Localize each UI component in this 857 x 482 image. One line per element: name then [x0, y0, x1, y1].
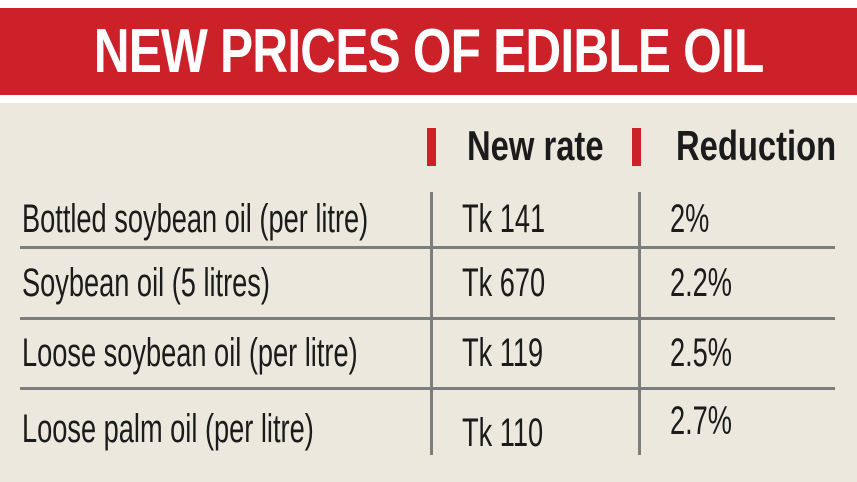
- row-item-label: Soybean oil (5 litres): [22, 260, 270, 305]
- row-item-cell: Bottled soybean oil (per litre): [22, 192, 531, 246]
- row-separator: [20, 387, 835, 390]
- row-separator: [20, 246, 835, 249]
- red-tick-icon: [632, 128, 641, 166]
- row-new-rate-cell: Tk 141: [462, 192, 584, 246]
- row-item-cell: Loose soybean oil (per litre): [22, 326, 516, 380]
- table-background: [0, 103, 857, 482]
- row-reduction-cell: 2.2%: [670, 256, 761, 310]
- table-row: Loose palm oil (per litre) Tk 110 2.7%: [0, 398, 857, 455]
- row-separator: [20, 317, 835, 320]
- red-tick-icon: [427, 128, 436, 166]
- row-new-rate-cell: Tk 119: [462, 326, 581, 380]
- row-new-rate-value: Tk 670: [462, 260, 546, 305]
- column-divider: [638, 192, 641, 455]
- row-item-cell: Soybean oil (5 litres): [22, 256, 387, 310]
- row-item-label: Loose palm oil (per litre): [22, 406, 314, 451]
- row-new-rate-value: Tk 110: [462, 410, 544, 455]
- column-divider: [430, 192, 433, 455]
- infographic-banner: NEW PRICES OF EDIBLE OIL: [0, 8, 857, 95]
- row-new-rate-value: Tk 141: [462, 196, 546, 241]
- row-reduction-value: 2.2%: [670, 260, 732, 305]
- row-item-label: Loose soybean oil (per litre): [22, 330, 358, 375]
- row-new-rate-cell: Tk 110: [462, 406, 581, 460]
- row-reduction-cell: 2%: [670, 192, 728, 246]
- row-new-rate-value: Tk 119: [462, 330, 544, 375]
- row-reduction-cell: 2.7%: [670, 394, 761, 448]
- column-header-new-rate: New rate: [467, 118, 642, 174]
- page-title: NEW PRICES OF EDIBLE OIL: [93, 17, 765, 86]
- column-header-reduction-label: Reduction: [676, 122, 837, 169]
- table-row: Loose soybean oil (per litre) Tk 119 2.5…: [0, 326, 857, 380]
- row-reduction-value: 2.5%: [670, 330, 732, 375]
- row-reduction-cell: 2.5%: [670, 326, 761, 380]
- table-row: Bottled soybean oil (per litre) Tk 141 2…: [0, 192, 857, 246]
- column-header-new-rate-label: New rate: [467, 122, 604, 169]
- row-item-cell: Loose palm oil (per litre): [22, 402, 451, 456]
- column-header-reduction: Reduction: [676, 118, 857, 174]
- row-reduction-value: 2%: [670, 196, 710, 241]
- row-item-label: Bottled soybean oil (per litre): [22, 196, 369, 241]
- row-new-rate-cell: Tk 670: [462, 256, 584, 310]
- row-reduction-value: 2.7%: [670, 398, 732, 443]
- table-row: Soybean oil (5 litres) Tk 670 2.2%: [0, 256, 857, 310]
